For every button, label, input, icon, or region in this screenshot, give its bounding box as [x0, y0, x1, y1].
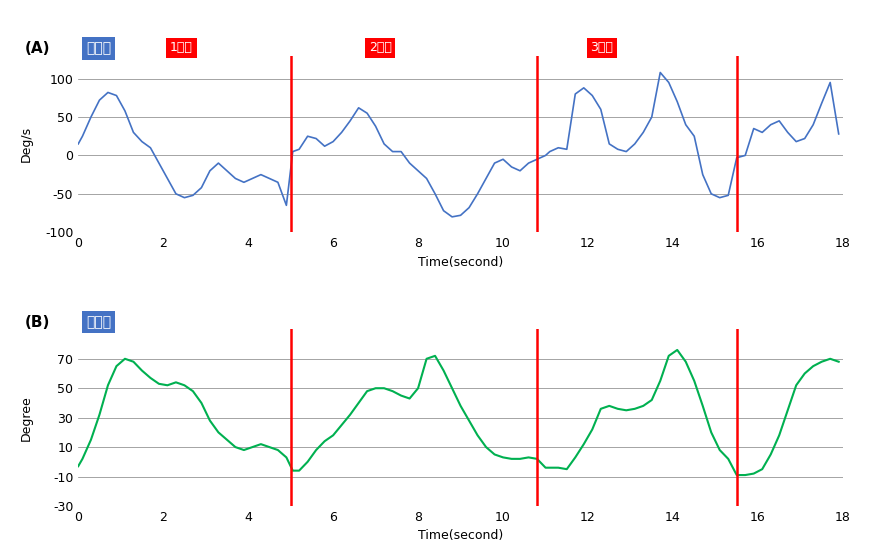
Text: 3주기: 3주기	[591, 42, 614, 54]
Text: 2주기: 2주기	[368, 42, 392, 54]
Y-axis label: Degree: Degree	[19, 395, 32, 440]
Text: (A): (A)	[24, 42, 50, 57]
Text: (B): (B)	[24, 315, 50, 330]
Text: 각변위: 각변위	[86, 315, 111, 329]
X-axis label: Time(second): Time(second)	[418, 529, 503, 542]
Text: 1주기: 1주기	[170, 42, 193, 54]
X-axis label: Time(second): Time(second)	[418, 256, 503, 269]
Text: 각속도: 각속도	[86, 42, 111, 56]
Y-axis label: Deg/s: Deg/s	[19, 126, 32, 162]
